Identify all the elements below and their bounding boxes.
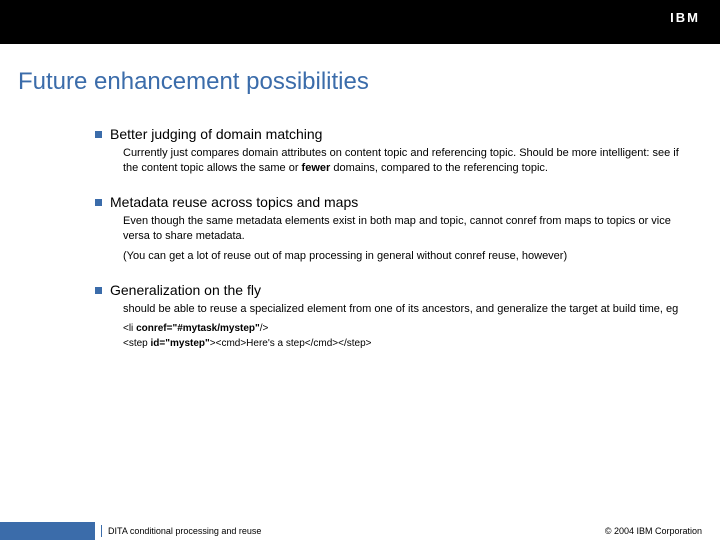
bullet-title: Better judging of domain matching bbox=[110, 126, 322, 142]
bullet-paragraph: should be able to reuse a specialized el… bbox=[123, 302, 690, 317]
bullet-title: Generalization on the fly bbox=[110, 282, 261, 298]
footer-divider bbox=[101, 525, 102, 537]
footer-right-text: © 2004 IBM Corporation bbox=[605, 526, 702, 536]
footer-left-text: DITA conditional processing and reuse bbox=[108, 526, 261, 536]
bullet-header: Better judging of domain matching bbox=[95, 126, 690, 142]
bullet-item: Better judging of domain matching Curren… bbox=[95, 126, 690, 176]
square-bullet-icon bbox=[95, 287, 102, 294]
ibm-logo: IBM bbox=[670, 10, 700, 25]
content-area: Better judging of domain matching Curren… bbox=[0, 96, 720, 349]
page-title: Future enhancement possibilities bbox=[0, 44, 720, 96]
code-line: <li conref="#mytask/mystep"/> bbox=[123, 323, 690, 334]
bullet-header: Generalization on the fly bbox=[95, 282, 690, 298]
header-bar: IBM bbox=[0, 0, 720, 44]
bullet-header: Metadata reuse across topics and maps bbox=[95, 194, 690, 210]
footer-accent-block bbox=[0, 522, 95, 540]
square-bullet-icon bbox=[95, 131, 102, 138]
ibm-logo-text: IBM bbox=[670, 10, 700, 25]
bullet-paragraph: (You can get a lot of reuse out of map p… bbox=[123, 249, 690, 264]
bullet-paragraph: Even though the same metadata elements e… bbox=[123, 214, 690, 244]
footer: DITA conditional processing and reuse © … bbox=[0, 522, 720, 540]
square-bullet-icon bbox=[95, 199, 102, 206]
bullet-title: Metadata reuse across topics and maps bbox=[110, 194, 358, 210]
bullet-paragraph: Currently just compares domain attribute… bbox=[123, 146, 690, 176]
bullet-item: Metadata reuse across topics and maps Ev… bbox=[95, 194, 690, 265]
bullet-item: Generalization on the fly should be able… bbox=[95, 282, 690, 349]
bullet-body: Currently just compares domain attribute… bbox=[95, 142, 690, 176]
bullet-body: should be able to reuse a specialized el… bbox=[95, 298, 690, 349]
bullet-body: Even though the same metadata elements e… bbox=[95, 210, 690, 265]
code-line: <step id="mystep"><cmd>Here's a step</cm… bbox=[123, 338, 690, 349]
